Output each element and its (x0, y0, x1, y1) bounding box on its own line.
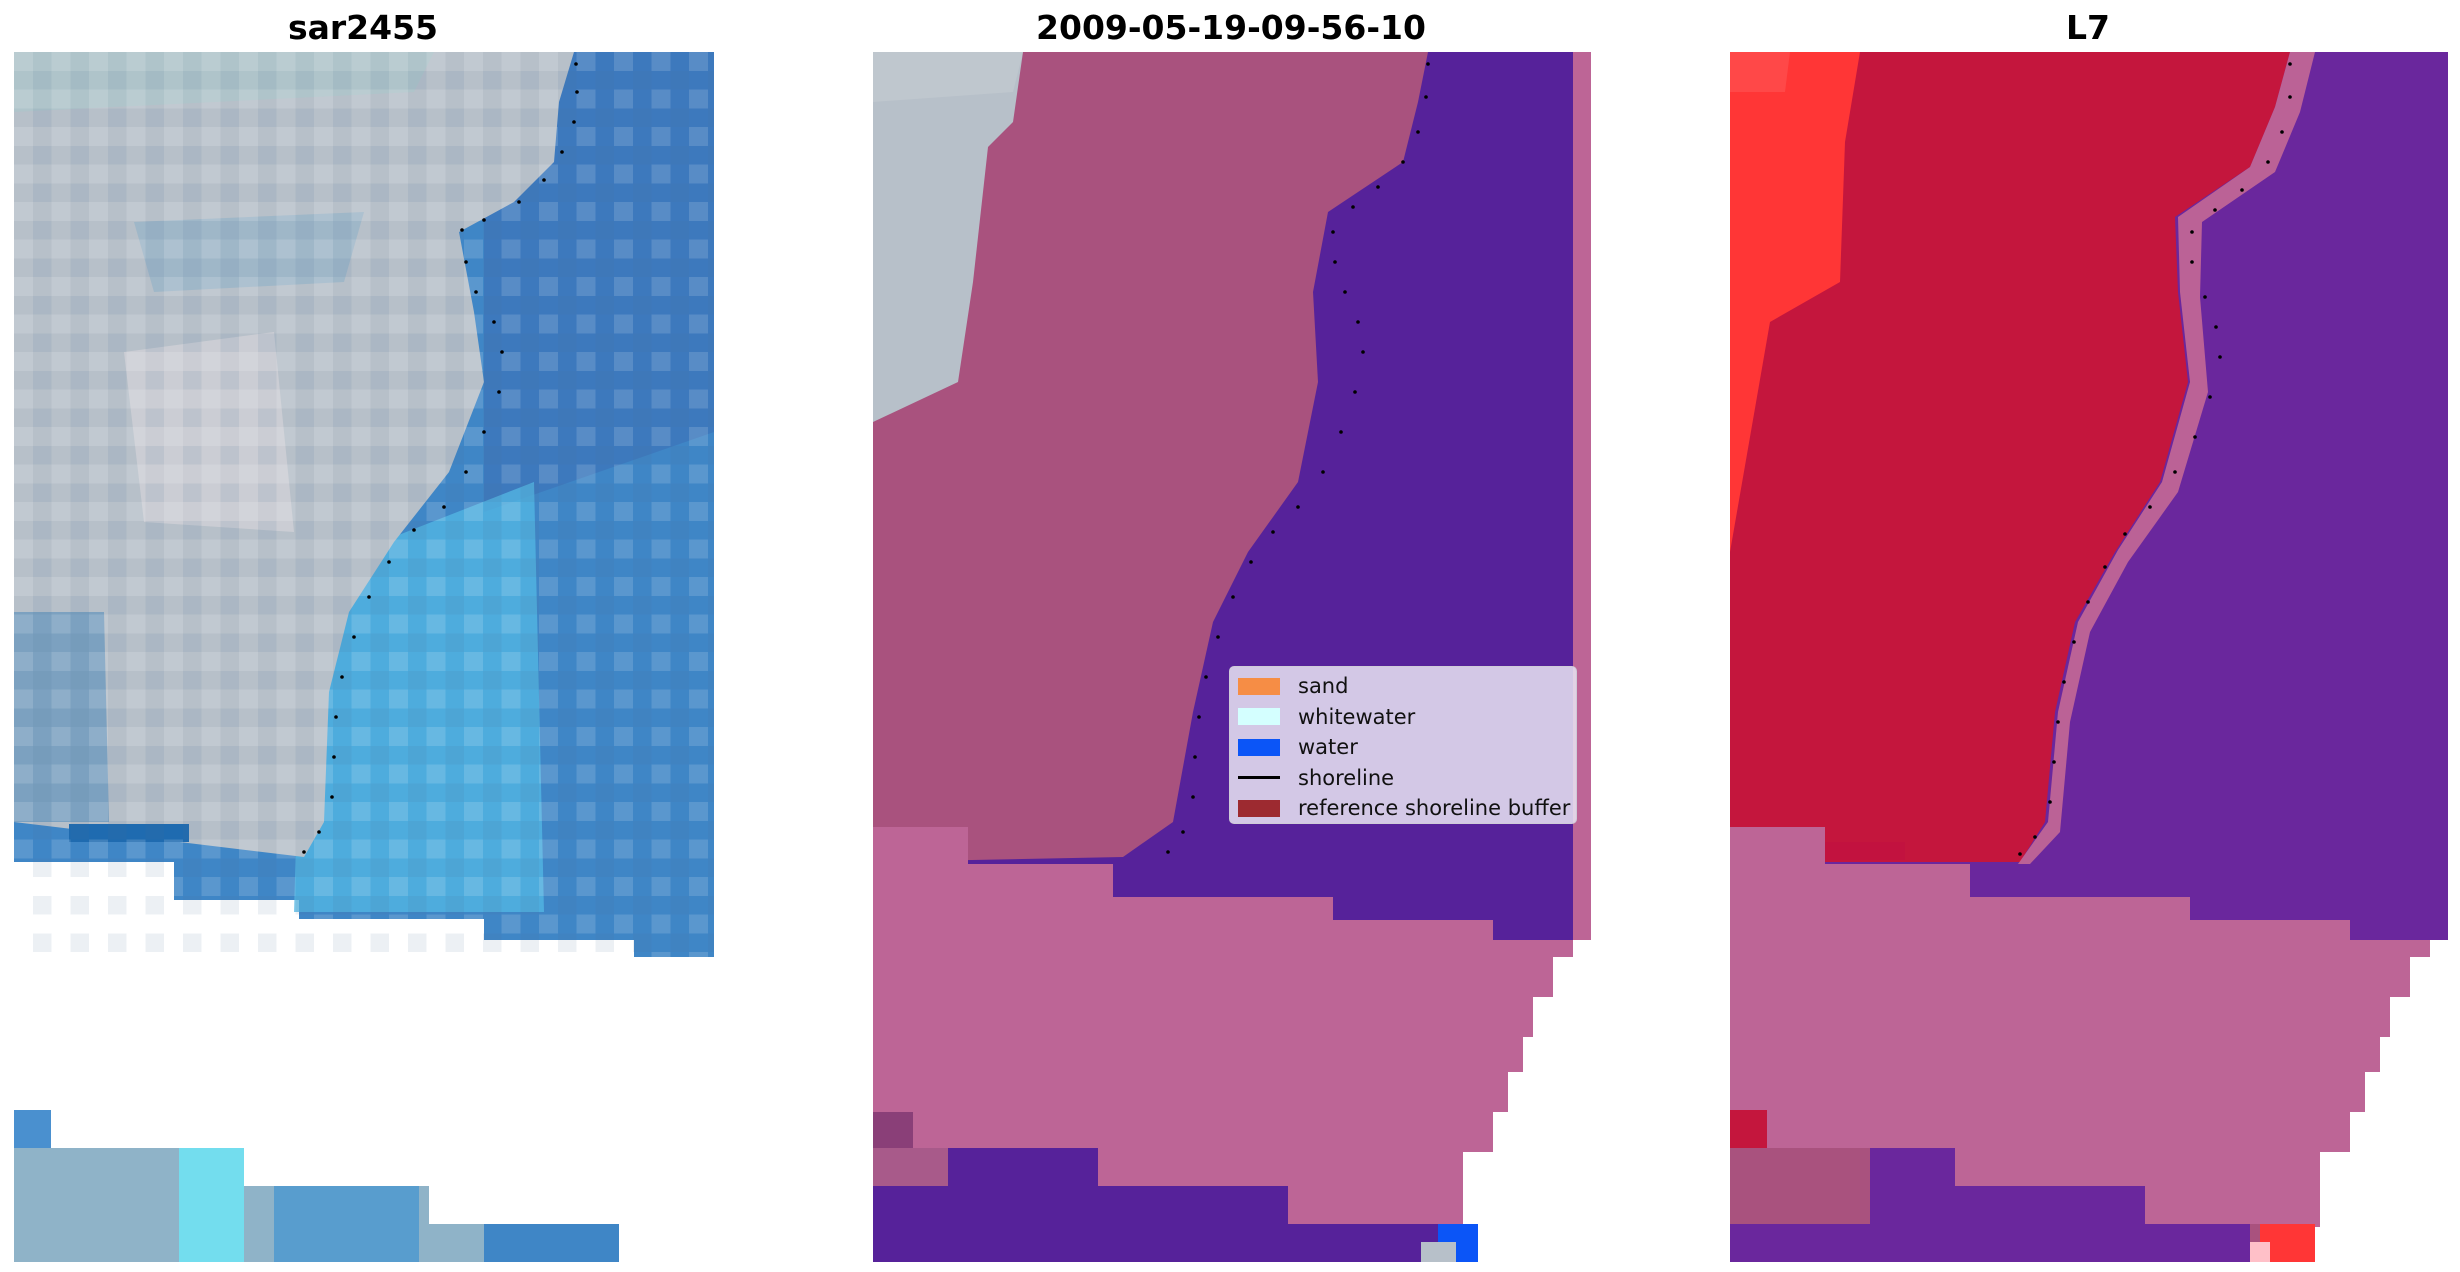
legend-item-water: water (1238, 732, 1576, 763)
mndwi-panel (1730, 52, 2450, 1262)
legend-label: reference shoreline buffer (1298, 796, 1571, 821)
classification-panel (873, 52, 1593, 1262)
legend-label: shoreline (1298, 765, 1395, 790)
middle-panel-title: 2009-05-19-09-56-10 (1036, 8, 1426, 47)
shoreline-points (302, 62, 579, 854)
left-panel-title: sar2455 (287, 8, 439, 47)
legend: sand whitewater water shoreline referenc… (1229, 666, 1577, 824)
legend-label: whitewater (1298, 704, 1416, 729)
bottom-image-strip (14, 1110, 619, 1262)
shoreline-points (2018, 62, 2292, 856)
rgb-image-panel (14, 52, 714, 1262)
shoreline-points (1166, 62, 1430, 854)
legend-item-sand: sand (1238, 671, 1576, 702)
right-panel-title: L7 (2066, 8, 2110, 47)
legend-label: sand (1298, 674, 1349, 699)
water-swatch (1238, 738, 1280, 756)
sand-swatch (1238, 677, 1280, 695)
legend-item-reference-shoreline-buffer: reference shoreline buffer (1238, 793, 1576, 824)
legend-item-whitewater: whitewater (1238, 702, 1576, 733)
shoreline-line-swatch (1238, 776, 1280, 780)
whitewater-swatch (1238, 708, 1280, 726)
legend-label: water (1298, 735, 1358, 760)
buffer-swatch (1238, 799, 1280, 817)
legend-item-shoreline: shoreline (1238, 763, 1576, 794)
